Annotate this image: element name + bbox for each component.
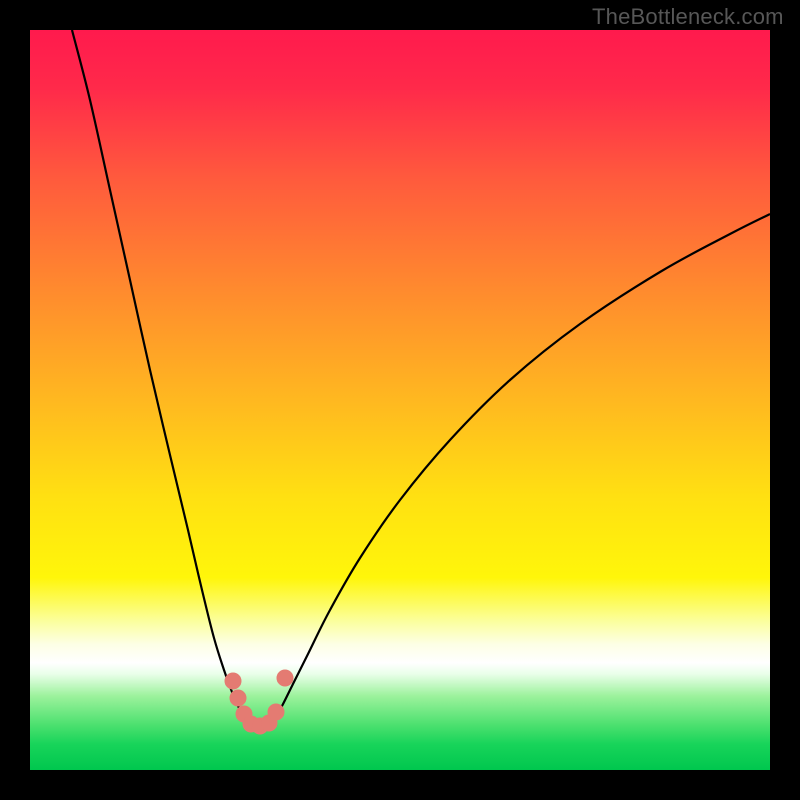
watermark-text: TheBottleneck.com xyxy=(592,4,784,30)
curve-left-branch xyxy=(72,30,243,716)
marker-point xyxy=(268,704,284,720)
marker-point xyxy=(230,690,246,706)
curve-right-branch xyxy=(276,214,770,716)
chart-svg-layer xyxy=(0,0,800,800)
marker-point xyxy=(277,670,293,686)
marker-point xyxy=(225,673,241,689)
